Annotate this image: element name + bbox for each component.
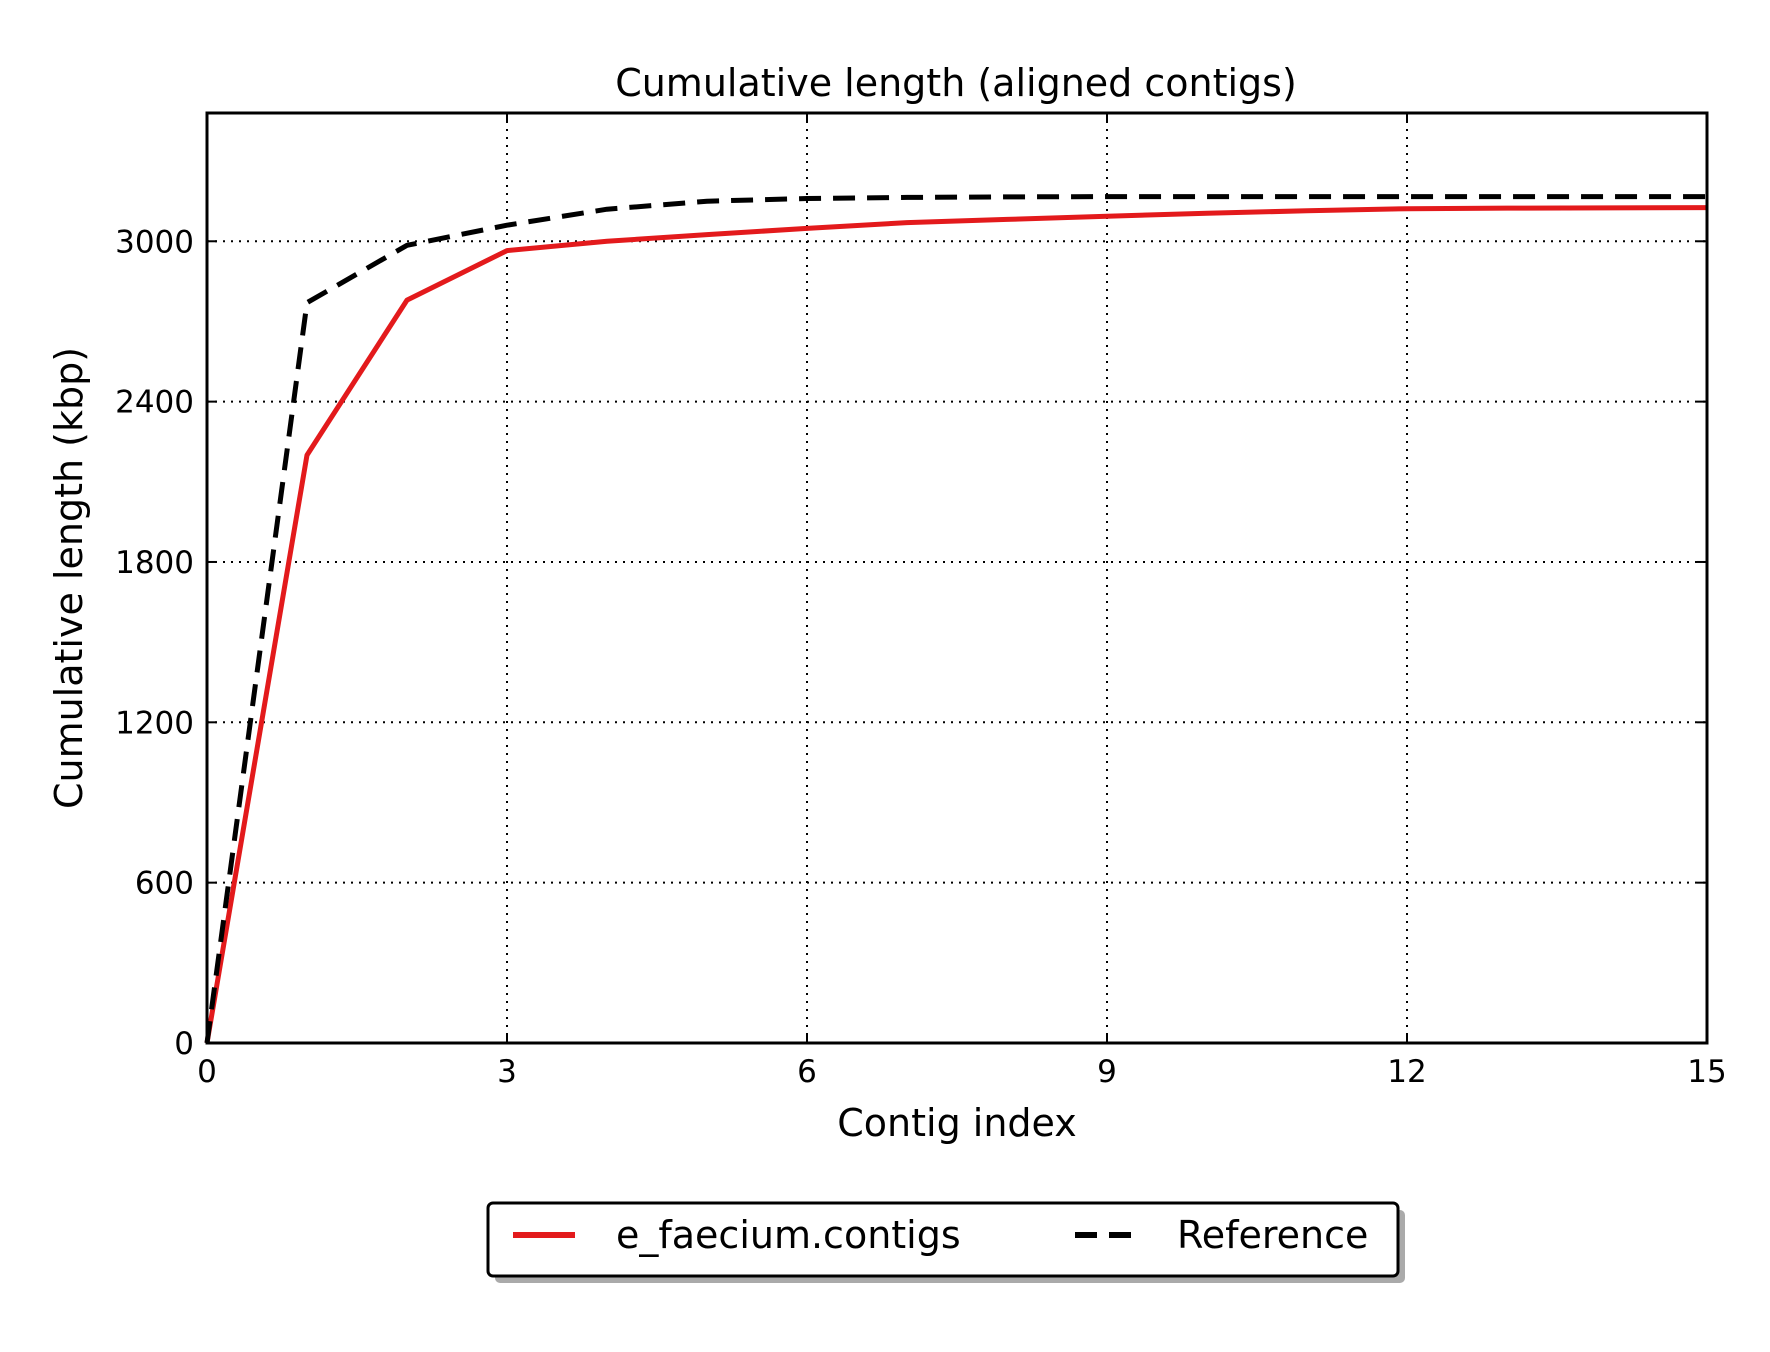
y-tick-label: 0 [174,1026,194,1062]
y-tick-label: 600 [135,866,194,902]
y-tick-label: 2400 [115,385,194,421]
x-tick-label: 6 [797,1054,817,1090]
x-tick-label: 12 [1387,1054,1426,1090]
axis-ticks: 0 3 6 9 12 15 0 600 1200 1800 2400 3000 [115,113,1727,1090]
grid-lines [207,113,1707,1043]
x-axis-label: Contig index [837,1101,1077,1145]
x-tick-label: 0 [197,1054,217,1090]
series-line-e-faecium-contigs [204,205,1708,1044]
y-tick-label: 3000 [115,224,194,260]
y-tick-label: 1200 [115,705,194,741]
x-tick-label: 9 [1097,1054,1117,1090]
plot-area-frame [205,111,1709,1045]
legend-label-reference: Reference [1177,1213,1368,1257]
legend-box [486,1201,1400,1278]
series-line-reference [204,194,1707,1044]
chart-title: Cumulative length (aligned contigs) [615,61,1297,105]
x-tick-label: 15 [1687,1054,1726,1090]
x-tick-label: 3 [497,1054,517,1090]
y-axis-label: Cumulative length (kbp) [47,347,91,809]
series-layer [204,194,1708,1044]
legend-label-e-faecium-contigs: e_faecium.contigs [616,1213,961,1257]
y-tick-label: 1800 [115,545,194,581]
legend: e_faecium.contigs Reference [486,1201,1405,1283]
